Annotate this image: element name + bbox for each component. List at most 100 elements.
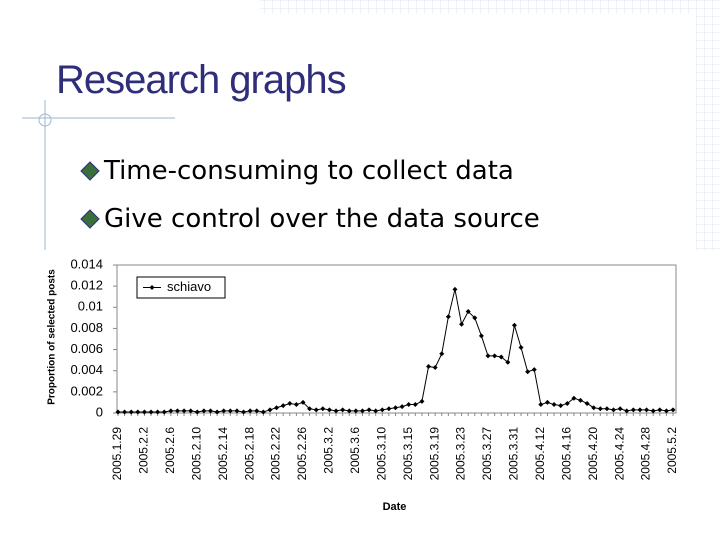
data-point [657,407,663,413]
data-point [353,408,359,414]
data-point [386,406,392,412]
data-point [379,407,385,413]
data-point [122,409,128,415]
data-point [313,407,319,413]
data-point [260,409,266,415]
data-point [293,402,299,408]
y-tick-label: 0.01 [78,299,103,314]
data-point [161,409,167,415]
data-point [432,365,438,371]
bullet: Time-consuming to collect data [80,156,514,186]
y-tick-label: 0.002 [70,383,103,398]
y-tick-label: 0.008 [70,320,103,335]
data-point [611,407,617,413]
data-point [472,315,478,321]
bullet-text: Time-consuming to collect data [104,156,514,186]
data-point [644,407,650,413]
data-point [148,409,154,415]
data-point [584,400,590,406]
data-point [359,408,365,414]
data-point [300,399,306,405]
data-point [227,408,233,414]
data-point [650,408,656,414]
x-tick-label: 2005.2.26 [295,427,309,481]
data-point [465,309,471,315]
data-point [267,407,273,413]
data-point [208,408,213,414]
x-tick-label: 2005.4.16 [559,427,573,481]
bullet-icon [80,161,100,181]
data-point [194,409,200,415]
x-tick-label: 2005.2.2 [137,427,151,474]
plot-area [116,264,677,414]
data-point [630,407,636,413]
data-point [393,405,398,411]
data-point [544,399,550,405]
y-tick-label: 0.012 [70,278,103,293]
x-tick-label: 2005.1.29 [110,427,124,481]
data-point [459,321,465,327]
data-point [551,402,557,408]
data-point [399,404,405,410]
data-point [141,409,147,415]
data-point [307,406,313,412]
data-point [174,408,180,414]
data-point [412,402,418,408]
x-tick-label: 2005.4.12 [533,427,547,481]
data-point [439,351,445,357]
x-tick-label: 2005.3.15 [401,427,415,481]
x-tick-label: 2005.3.27 [480,427,494,481]
data-point [340,407,346,413]
x-tick-label: 2005.3.10 [374,427,388,481]
x-tick-label: 2005.3.23 [454,427,468,481]
y-tick-label: 0.006 [70,341,103,356]
data-point [597,406,603,412]
x-tick-label: 2005.4.24 [612,427,626,481]
data-point [320,406,326,412]
legend-box [136,276,226,299]
data-point [168,408,174,414]
data-point [538,402,544,408]
data-point [188,408,194,414]
data-point [333,408,339,414]
data-point [346,408,352,414]
x-tick-label: 2005.2.6 [163,427,177,474]
x-tick-label: 2005.3.31 [507,427,521,481]
data-point [241,409,247,415]
data-point [406,402,412,408]
data-point [670,407,676,413]
data-point [604,406,610,412]
data-point [221,408,227,414]
legend-marker [149,285,155,290]
y-tick-label: 0.004 [70,362,103,377]
data-point [478,333,484,339]
data-point [525,369,531,375]
data-point [274,405,280,411]
bullet: Give control over the data source [80,204,540,234]
data-point [326,407,332,413]
slide-title: Research graphs [56,58,347,102]
x-tick-label: 2005.3.19 [427,427,441,481]
data-point [214,409,220,415]
data-point [201,408,207,414]
chart: 0 0.002 0.004 0.006 0.008 0.01 0.012 0.014 2005.… [47,256,680,513]
data-point [287,400,293,406]
x-tick-label: 2005.5.2 [665,427,679,474]
data-point [492,353,498,359]
data-point [498,354,504,360]
y-axis-title: Proportion of selected posts [47,269,58,405]
data-point [637,407,643,413]
data-point [366,407,372,413]
data-point [115,409,121,415]
x-tick-label: 2005.3.2 [322,427,336,474]
bullet-icon [80,209,100,229]
data-point [485,353,491,359]
data-point [452,286,458,292]
x-axis-title: Date [383,501,407,513]
data-point [571,395,577,401]
data-point [419,398,425,404]
y-tick-label: 0.014 [70,256,103,271]
data-point [247,408,253,414]
